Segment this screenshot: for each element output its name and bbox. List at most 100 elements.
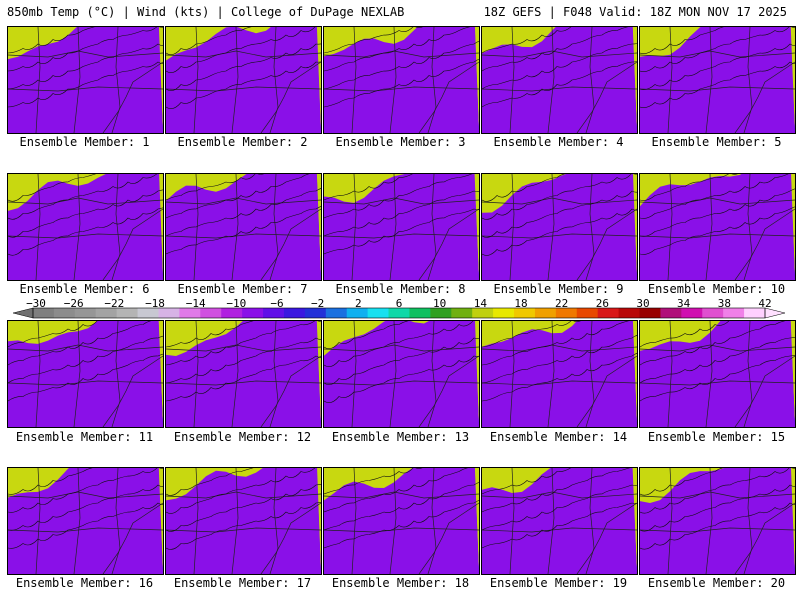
border-line	[743, 468, 753, 574]
colorbar-swatch	[681, 308, 703, 318]
border-line	[576, 208, 637, 280]
temperature-field-map	[482, 468, 637, 574]
temperature-band	[640, 27, 795, 133]
panel-label: Ensemble Member: 16	[15, 576, 154, 590]
ensemble-panel	[165, 467, 322, 575]
border-line	[73, 468, 81, 574]
isotherm-contour	[482, 484, 637, 531]
temperature-band	[324, 321, 479, 427]
border-line	[427, 468, 437, 574]
ensemble-panel	[323, 467, 480, 575]
border-line	[166, 491, 321, 499]
colorbar-swatch	[263, 308, 285, 318]
isotherm-contour	[640, 61, 795, 108]
isotherm-contour	[640, 468, 795, 514]
panel-label: Ensemble Member: 18	[331, 576, 470, 590]
colorbar-swatch	[200, 308, 222, 318]
isotherm-contour	[640, 321, 730, 348]
border-line	[705, 321, 713, 427]
border-line	[102, 208, 163, 280]
isotherm-contour	[8, 189, 163, 238]
isotherm-contour	[324, 208, 479, 255]
colorbar-tick-label: −18	[145, 297, 165, 310]
colorbar-swatch	[325, 308, 348, 318]
isotherm-contour	[166, 337, 321, 384]
colorbar-tick-label: 30	[636, 297, 650, 310]
border-line	[8, 491, 163, 499]
isotherm-contour	[8, 335, 163, 384]
temperature-field-map	[8, 27, 163, 133]
colorbar-swatch	[283, 308, 306, 318]
colorbar-swatch	[179, 308, 201, 318]
border-line	[509, 174, 515, 280]
isotherm-contour	[8, 27, 95, 54]
border-line	[743, 27, 753, 133]
border-line	[269, 321, 279, 427]
border-line	[418, 355, 479, 427]
border-line	[547, 27, 555, 133]
border-line	[743, 321, 753, 427]
temperature-band	[324, 468, 479, 574]
isotherm-contour	[640, 43, 795, 90]
isotherm-contour	[640, 468, 724, 496]
colorbar-tick-label: 34	[677, 297, 691, 310]
panel-label: Ensemble Member: 9	[493, 282, 624, 296]
ensemble-panel	[481, 320, 638, 428]
isotherm-contour	[324, 499, 479, 549]
border-line	[640, 344, 795, 352]
isotherm-contour	[324, 321, 474, 368]
isotherm-contour	[324, 174, 473, 219]
colorbar-swatch	[116, 308, 139, 318]
temperature-field-map	[324, 321, 479, 427]
colorbar-swatch	[367, 308, 390, 318]
border-line	[102, 355, 163, 427]
isotherm-contour	[8, 502, 163, 549]
colorbar-swatch	[409, 308, 431, 318]
border-line	[35, 27, 41, 133]
panel-label: Ensemble Member: 6	[19, 282, 150, 296]
temperature-field-map	[482, 27, 637, 133]
temperature-band	[166, 27, 321, 133]
border-line	[73, 27, 81, 133]
ensemble-panel	[165, 26, 322, 134]
border-line	[324, 344, 479, 352]
border-line	[166, 50, 321, 58]
colorbar-swatch	[242, 308, 264, 318]
border-line	[35, 468, 41, 574]
ensemble-panel	[165, 320, 322, 428]
colorbar-swatch	[660, 308, 682, 318]
border-line	[509, 468, 515, 574]
border-line	[482, 50, 637, 58]
colorbar-swatch	[639, 308, 661, 318]
isotherm-contour	[482, 61, 637, 108]
isotherm-contour	[640, 174, 789, 219]
colorbar-swatch	[514, 308, 536, 318]
colorbar-swatch	[33, 308, 55, 318]
panel-label: Ensemble Member: 14	[489, 430, 628, 444]
colorbar-tick-label: 26	[595, 297, 609, 310]
colorbar-swatch	[346, 308, 369, 318]
border-line	[269, 468, 279, 574]
isotherm-contour	[166, 321, 254, 348]
isotherm-contour	[482, 334, 637, 384]
border-line	[576, 61, 637, 133]
isotherm-contour	[324, 337, 479, 386]
panel-label: Ensemble Member: 11	[15, 430, 154, 444]
isotherm-contour	[640, 27, 724, 54]
border-line	[389, 468, 397, 574]
colorbar-tick-label: 10	[433, 297, 447, 310]
panel-label: Ensemble Member: 8	[335, 282, 466, 296]
temperature-field-map	[8, 468, 163, 574]
border-line	[351, 27, 357, 133]
map-title: 850mb Temp (°C) | Wind (kts) | College o…	[7, 5, 405, 19]
isotherm-contour	[482, 321, 581, 348]
isotherm-contour	[324, 481, 479, 531]
isotherm-contour	[166, 321, 321, 366]
isotherm-contour	[482, 174, 566, 202]
colorbar-swatch	[304, 308, 327, 318]
isotherm-contour	[166, 174, 310, 219]
border-line	[640, 197, 795, 205]
border-line	[667, 468, 673, 574]
colorbar-swatch	[618, 308, 641, 318]
border-line	[269, 27, 279, 133]
